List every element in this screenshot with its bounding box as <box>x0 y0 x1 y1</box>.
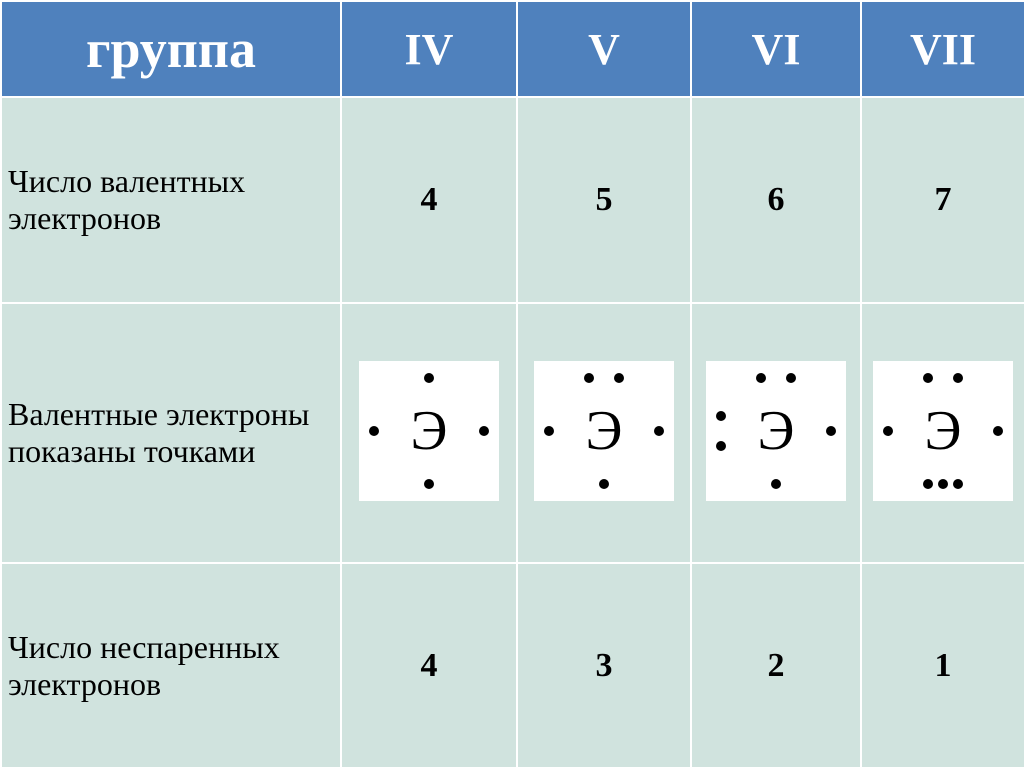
row2-diagram-vi: Э <box>691 303 861 563</box>
electron-dot <box>544 426 554 436</box>
electron-dot <box>614 373 624 383</box>
row1-value-iv: 4 <box>341 97 517 303</box>
row2-label: Валентные электроны показаны точками <box>1 303 341 563</box>
electron-dot <box>923 373 933 383</box>
row2-diagram-v: Э <box>517 303 691 563</box>
header-roman-vi: VI <box>691 1 861 97</box>
element-symbol: Э <box>411 399 448 463</box>
electron-dot <box>424 373 434 383</box>
row3-value-vii: 1 <box>861 563 1024 768</box>
element-symbol: Э <box>758 399 795 463</box>
electron-dot <box>923 479 933 489</box>
row3-label: Число неспаренных электронов <box>1 563 341 768</box>
electron-dot <box>756 373 766 383</box>
electron-dot <box>826 426 836 436</box>
electron-dot <box>883 426 893 436</box>
valence-electrons-table: группа IV V VI VII Число валентных элект… <box>0 0 1024 769</box>
electron-dot <box>584 373 594 383</box>
row3-value-v: 3 <box>517 563 691 768</box>
electron-dot <box>953 373 963 383</box>
electron-dot <box>938 479 948 489</box>
header-roman-iv: IV <box>341 1 517 97</box>
row1-value-v: 5 <box>517 97 691 303</box>
row3-value-iv: 4 <box>341 563 517 768</box>
header-group-label: группа <box>1 1 341 97</box>
row1-value-vii: 7 <box>861 97 1024 303</box>
electron-dot <box>953 479 963 489</box>
electron-dot <box>993 426 1003 436</box>
row3-value-vi: 2 <box>691 563 861 768</box>
header-roman-vii: VII <box>861 1 1024 97</box>
lewis-dot-diagram: Э <box>706 361 846 501</box>
electron-dot <box>771 479 781 489</box>
electron-dot <box>424 479 434 489</box>
row1-label: Число валентных электронов <box>1 97 341 303</box>
electron-dot <box>599 479 609 489</box>
lewis-dot-diagram: Э <box>534 361 674 501</box>
lewis-dot-diagram: Э <box>359 361 499 501</box>
row2-diagram-vii: Э <box>861 303 1024 563</box>
electron-dot <box>654 426 664 436</box>
element-symbol: Э <box>586 399 623 463</box>
electron-dot <box>716 411 726 421</box>
electron-dot <box>716 441 726 451</box>
element-symbol: Э <box>925 399 962 463</box>
row1-value-vi: 6 <box>691 97 861 303</box>
electron-dot <box>786 373 796 383</box>
header-roman-v: V <box>517 1 691 97</box>
lewis-dot-diagram: Э <box>873 361 1013 501</box>
electron-dot <box>479 426 489 436</box>
row2-diagram-iv: Э <box>341 303 517 563</box>
electron-dot <box>369 426 379 436</box>
